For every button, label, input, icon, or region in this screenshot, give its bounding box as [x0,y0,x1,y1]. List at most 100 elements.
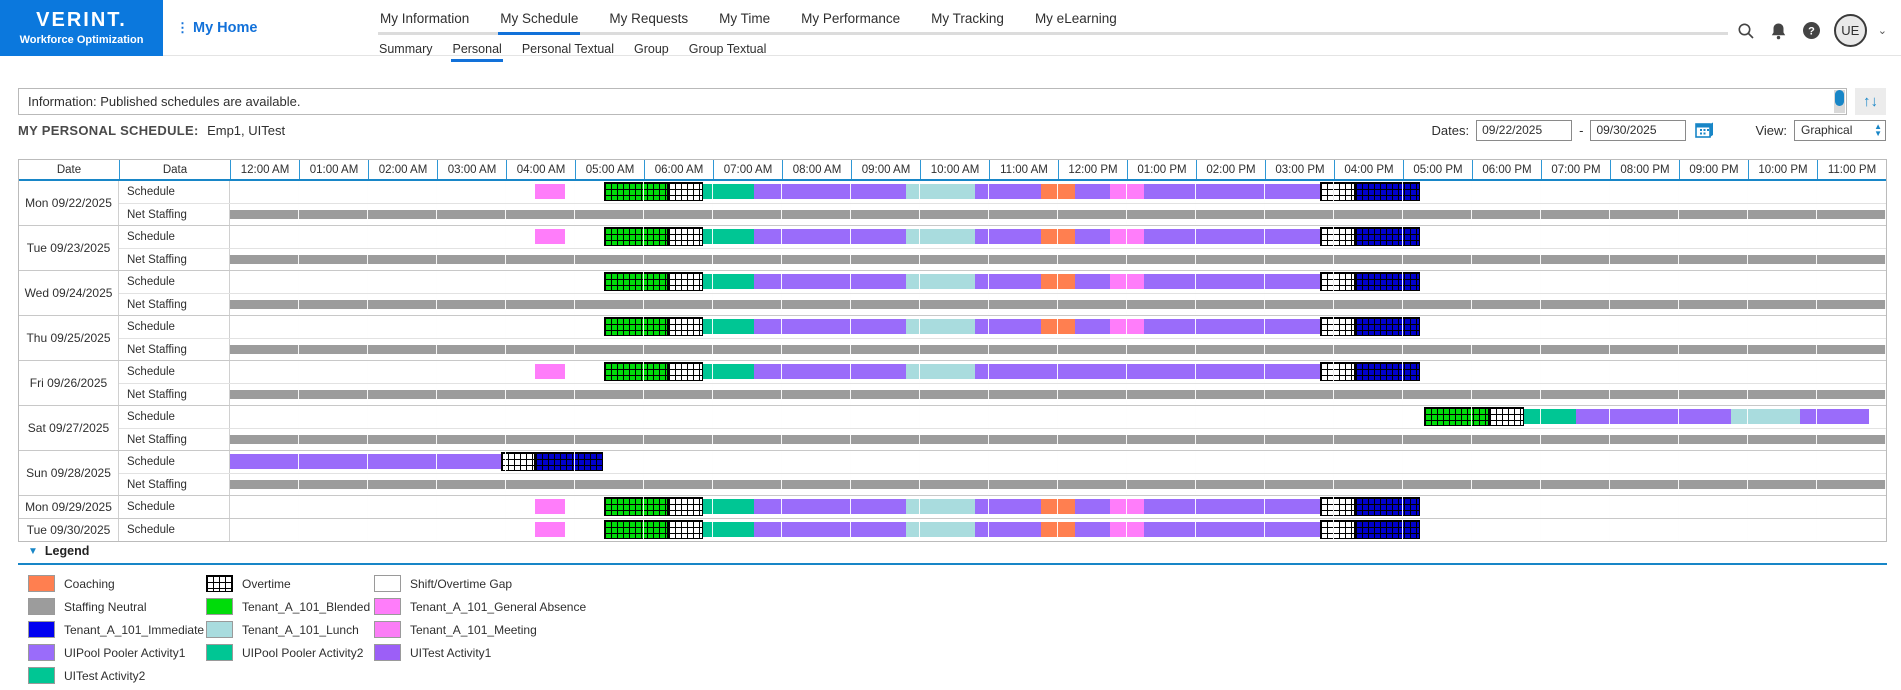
schedule-segment-coaching[interactable] [1040,499,1076,514]
schedule-segment-lunch[interactable] [906,319,976,334]
my-home-link[interactable]: ⋮ My Home [176,20,257,36]
tab-my-elearning[interactable]: My eLearning [1034,11,1117,26]
help-icon[interactable]: ? [1801,20,1823,42]
schedule-segment-blended-ot[interactable] [1423,407,1490,426]
schedule-segment-pooler1[interactable] [754,522,907,537]
schedule-segment-pooler1[interactable] [1075,229,1110,244]
schedule-segment-gap-ot[interactable] [1320,317,1355,336]
schedule-segment-general-absence[interactable] [535,522,565,537]
schedule-segment-blended-ot[interactable] [604,497,669,516]
schedule-segment-immediate-ot[interactable] [1354,227,1421,246]
schedule-segment-pooler1[interactable] [754,319,907,334]
schedule-segment-pooler1[interactable] [1799,409,1869,424]
schedule-segment-immediate-ot[interactable] [1354,182,1421,201]
notifications-bell-icon[interactable] [1768,20,1790,42]
schedule-segment-gap-ot[interactable] [1320,362,1355,381]
schedule-segment-lunch[interactable] [1730,409,1800,424]
subtab-summary[interactable]: Summary [379,42,433,56]
schedule-segment-coaching[interactable] [1040,522,1076,537]
schedule-segment-gap-ot[interactable] [668,227,703,246]
schedule-segment-general-absence[interactable] [535,364,565,379]
schedule-segment-pooler1[interactable] [975,229,1041,244]
schedule-segment-activity2[interactable] [702,274,755,289]
schedule-segment-meeting[interactable] [1109,499,1145,514]
schedule-segment-activity2[interactable] [702,319,755,334]
schedule-segment-immediate-ot[interactable] [535,452,603,471]
schedule-segment-coaching[interactable] [1040,229,1076,244]
schedule-segment-meeting[interactable] [1109,319,1145,334]
tab-my-information[interactable]: My Information [380,11,470,26]
schedule-segment-pooler1[interactable] [1144,499,1321,514]
schedule-segment-coaching[interactable] [1040,184,1076,199]
schedule-segment-pooler1[interactable] [1075,274,1110,289]
calendar-icon[interactable] [1693,119,1715,141]
schedule-segment-pooler1[interactable] [975,319,1041,334]
schedule-segment-lunch[interactable] [906,184,976,199]
schedule-segment-pooler1[interactable] [1144,184,1321,199]
information-scrollbar[interactable] [1834,90,1845,113]
schedule-segment-general-absence[interactable] [535,184,565,199]
schedule-segment-pooler1[interactable] [1144,229,1321,244]
schedule-segment-gap-ot[interactable] [1320,497,1355,516]
schedule-segment-meeting[interactable] [1109,274,1145,289]
schedule-segment-pooler1[interactable] [975,274,1041,289]
schedule-segment-blended-ot[interactable] [604,520,669,539]
tab-my-requests[interactable]: My Requests [609,11,689,26]
schedule-segment-lunch[interactable] [906,274,976,289]
legend-toggle[interactable]: ▼ Legend [18,541,1887,563]
schedule-segment-pooler1[interactable] [754,274,907,289]
schedule-segment-blended-ot[interactable] [604,227,669,246]
tab-my-performance[interactable]: My Performance [801,11,901,26]
schedule-segment-blended-ot[interactable] [604,317,669,336]
schedule-segment-gap-ot[interactable] [668,272,703,291]
schedule-segment-meeting[interactable] [1109,229,1145,244]
verint-logo[interactable]: VERINT. Workforce Optimization [0,0,163,56]
tab-my-tracking[interactable]: My Tracking [931,11,1004,26]
schedule-segment-gap-ot[interactable] [1320,227,1355,246]
schedule-segment-pooler1[interactable] [1075,319,1110,334]
date-from-input[interactable] [1476,119,1573,141]
schedule-segment-immediate-ot[interactable] [1354,520,1421,539]
schedule-segment-gap-ot[interactable] [1489,407,1524,426]
schedule-segment-immediate-ot[interactable] [1354,272,1421,291]
schedule-segment-pooler1[interactable] [1144,319,1321,334]
tab-my-schedule[interactable]: My Schedule [498,8,581,35]
schedule-segment-activity2[interactable] [702,229,755,244]
schedule-segment-gap-ot[interactable] [1320,520,1355,539]
schedule-segment-pooler1[interactable] [1075,522,1110,537]
schedule-segment-blended-ot[interactable] [604,362,669,381]
schedule-segment-activity2[interactable] [702,364,755,379]
tab-my-time[interactable]: My Time [719,11,771,26]
subtab-group[interactable]: Group [634,42,669,56]
sort-messages-button[interactable]: ↑↓ [1855,88,1886,115]
schedule-segment-pooler1[interactable] [1144,274,1321,289]
chevron-down-icon[interactable]: ⌄ [1877,25,1887,37]
schedule-segment-gap-ot[interactable] [1320,182,1355,201]
subtab-personal[interactable]: Personal [451,40,503,62]
schedule-segment-coaching[interactable] [1040,274,1076,289]
schedule-segment-gap-ot[interactable] [668,362,703,381]
schedule-segment-meeting[interactable] [1109,184,1145,199]
schedule-segment-pooler1[interactable] [754,184,907,199]
schedule-segment-gap-ot[interactable] [668,182,703,201]
subtab-personal-textual[interactable]: Personal Textual [521,42,615,56]
search-icon[interactable] [1735,20,1757,42]
schedule-segment-lunch[interactable] [906,229,976,244]
schedule-segment-lunch[interactable] [906,499,976,514]
view-select[interactable]: Graphical ▲ ▼ [1794,119,1886,141]
schedule-segment-immediate-ot[interactable] [1354,497,1421,516]
schedule-segment-gap-ot[interactable] [668,317,703,336]
schedule-segment-gap-ot[interactable] [668,497,703,516]
user-avatar[interactable]: UE [1833,14,1867,47]
schedule-segment-pooler1[interactable] [1075,499,1110,514]
schedule-segment-general-absence[interactable] [535,499,565,514]
schedule-segment-blended-ot[interactable] [604,272,669,291]
schedule-segment-pooler1[interactable] [754,229,907,244]
schedule-segment-pooler1[interactable] [754,499,907,514]
schedule-segment-pooler1[interactable] [975,184,1041,199]
schedule-segment-gap-ot[interactable] [501,452,535,471]
schedule-segment-meeting[interactable] [1109,522,1145,537]
schedule-segment-pooler1[interactable] [1075,184,1110,199]
subtab-group-textual[interactable]: Group Textual [688,42,767,56]
schedule-segment-activity2[interactable] [702,499,755,514]
